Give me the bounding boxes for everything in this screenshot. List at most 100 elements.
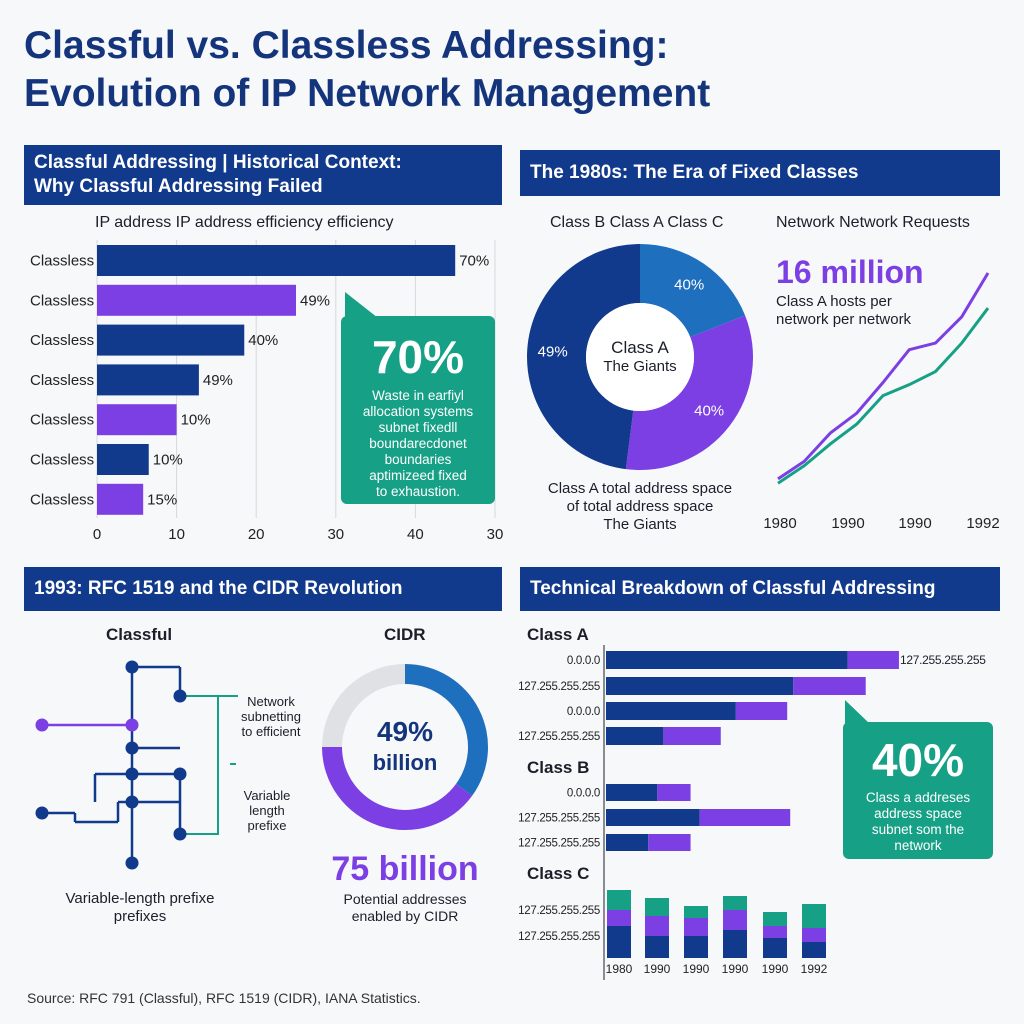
cidr-label: CIDR: [384, 625, 426, 644]
bar-segment: [847, 651, 899, 669]
panel1-banner-line1: Classful Addressing | Historical Context…: [34, 152, 402, 173]
range-label: 127.255.255.255: [518, 681, 600, 693]
data-label: 49%: [203, 372, 233, 389]
waste-callout-line: allocation systems: [362, 404, 474, 419]
waste-callout-line: subnet fixedll: [378, 420, 458, 435]
class-a-range-end: 127.255.255.255: [900, 653, 986, 667]
panel1-banner-line2: Why Classful Addressing Failed: [34, 176, 323, 197]
category-label: Classless: [30, 292, 94, 309]
waste-callout-value: 70%: [371, 331, 465, 383]
stacked-bar-segment: [723, 910, 747, 930]
pie-center-line2: The Giants: [603, 358, 677, 375]
bar-segment: [606, 677, 794, 695]
stacked-bar-segment: [723, 896, 747, 910]
pie-caption: Class A total address space of total add…: [530, 480, 750, 534]
pie-slice: [640, 244, 746, 338]
pie-hole: [586, 303, 694, 411]
net-label-line: Network: [247, 694, 295, 709]
panel4-banner-text: Technical Breakdown of Classful Addressi…: [530, 578, 936, 599]
x-tick-label: 1990: [722, 962, 749, 976]
data-label: 10%: [153, 452, 183, 469]
x-tick-label: 1990: [831, 515, 864, 532]
waste-callout: 70% Waste in earfiyl allocation systems …: [341, 316, 495, 504]
bar-segment: [699, 809, 791, 826]
data-label: 10%: [181, 412, 211, 429]
class-a-callout-line: Class a addreses: [865, 790, 971, 805]
pie-caption-line: Class A total address space: [547, 480, 733, 497]
bar-segment: [606, 702, 736, 720]
stacked-bar-segment: [763, 938, 787, 958]
bar-segment: [663, 727, 721, 745]
stacked-bar-segment: [802, 904, 826, 928]
bar-segment: [735, 702, 788, 720]
pie-slice-label: 40%: [694, 403, 724, 420]
prefix-caption: Variable-length prefixe prefixes: [40, 890, 240, 926]
bar: [97, 284, 296, 316]
pie-slice-label: 40%: [674, 277, 704, 294]
class-a-callout-line: network: [894, 838, 942, 853]
stacked-bar-segment: [607, 926, 631, 958]
bar-segment: [606, 834, 649, 851]
stacked-bar-segment: [684, 918, 708, 936]
panel4-banner: Technical Breakdown of Classful Addressi…: [520, 567, 1000, 611]
stacked-bar-segment: [802, 928, 826, 942]
data-label: 70%: [459, 253, 489, 270]
x-tick-label: 1992: [801, 962, 828, 976]
bar-segment: [648, 834, 691, 851]
class-a-heading: Class A: [527, 625, 589, 644]
waste-callout-line: Waste in earfiyl: [372, 388, 464, 403]
data-label: 40%: [248, 332, 278, 349]
x-tick-label: 1990: [644, 962, 671, 976]
waste-callout-text: Waste in earfiyl allocation systems subn…: [341, 388, 495, 500]
category-label: Classless: [30, 253, 94, 270]
stacked-bar-segment: [645, 898, 669, 916]
var-label-line: Variable: [243, 788, 291, 803]
range-label: 127.255.255.255: [518, 813, 600, 825]
panel1-chart-subtitle: IP address IP address efficiency efficie…: [95, 214, 394, 231]
range-label: 127.255.255.255: [518, 838, 600, 850]
pie-header: Class B Class A Class C: [550, 214, 724, 231]
var-label-line: length: [249, 803, 285, 818]
waste-callout-line: aptimizeed fixed: [369, 468, 467, 483]
line-series: [777, 307, 990, 485]
bar-segment: [657, 784, 691, 801]
x-tick-label: 0: [93, 526, 101, 543]
x-tick-label: 10: [168, 526, 185, 543]
stacked-bar-segment: [645, 916, 669, 936]
donut-segment: [322, 664, 405, 747]
data-label: 15%: [147, 491, 177, 508]
row-label: 127.255.255.255: [518, 905, 600, 917]
class-a-callout-value: 40%: [871, 734, 965, 786]
stacked-bar-segment: [607, 910, 631, 926]
stacked-bar-segment: [607, 890, 631, 910]
bar: [97, 324, 245, 356]
range-label: 0.0.0.0: [567, 706, 600, 718]
cidr-big-caption: Potential addresses enabled by CIDR: [320, 891, 490, 925]
waste-callout-line: boundaries: [384, 452, 452, 467]
bar: [97, 245, 456, 276]
panel2-banner: The 1980s: The Era of Fixed Classes: [520, 150, 1000, 196]
panel1-banner: Classful Addressing | Historical Context…: [24, 145, 502, 205]
class-a-callout-line: address space: [874, 806, 962, 821]
line-series: [777, 272, 990, 481]
panel2-banner-text: The 1980s: The Era of Fixed Classes: [530, 162, 859, 183]
x-tick-label: 1992: [966, 515, 999, 532]
x-tick-label: 1990: [898, 515, 931, 532]
pie-slice: [625, 315, 753, 470]
category-label: Classless: [30, 452, 94, 469]
bar: [97, 444, 149, 475]
donut-segment: [405, 664, 488, 796]
var-label-line: prefixe: [247, 818, 287, 833]
x-tick-label: 30: [487, 526, 504, 543]
line-sub1: Class A hosts per: [776, 293, 892, 310]
prefix-caption-line: Variable-length prefixe: [65, 890, 215, 907]
line-sub2: network per network: [776, 311, 912, 328]
row-label: 127.255.255.255: [518, 931, 600, 943]
line-chart-header: Network Network Requests: [776, 214, 970, 231]
bar-segment: [606, 809, 700, 826]
x-tick-label: 30: [327, 526, 344, 543]
stacked-bar-segment: [684, 936, 708, 958]
